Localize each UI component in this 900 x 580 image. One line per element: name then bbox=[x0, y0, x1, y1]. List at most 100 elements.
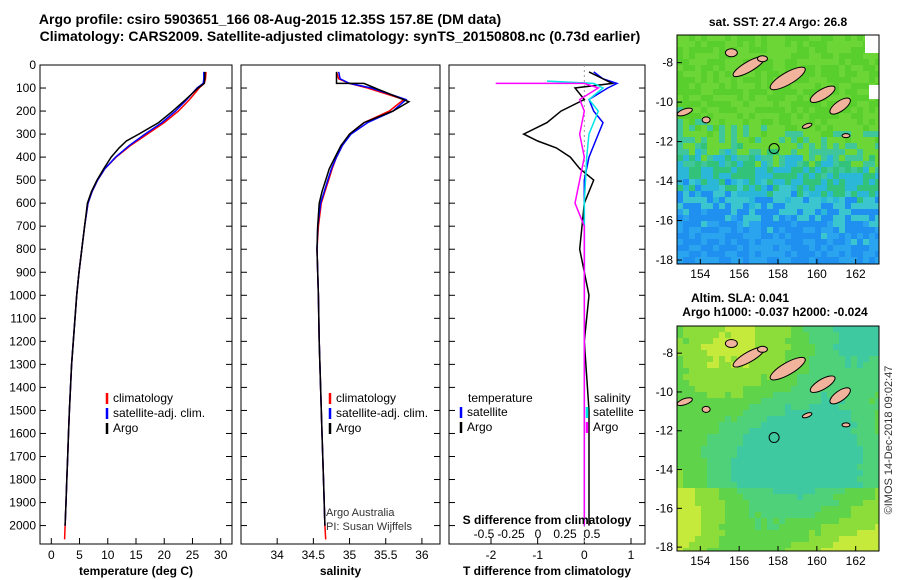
map-cell bbox=[779, 542, 785, 548]
map-cell bbox=[773, 125, 779, 131]
map-cell bbox=[827, 209, 833, 215]
map-cell bbox=[725, 65, 731, 71]
map-cell bbox=[689, 530, 695, 536]
map-cell bbox=[677, 131, 683, 137]
map-cell bbox=[779, 506, 785, 512]
map-cell bbox=[851, 131, 857, 137]
map-cell bbox=[839, 161, 845, 167]
y-tick-label: 2000 bbox=[9, 519, 36, 533]
map-cell bbox=[809, 458, 815, 464]
map-cell bbox=[695, 530, 701, 536]
map-cell bbox=[869, 458, 875, 464]
map-cell bbox=[725, 392, 731, 398]
map-cell bbox=[863, 233, 869, 239]
map-cell bbox=[731, 59, 737, 65]
map-cell bbox=[767, 338, 773, 344]
map-cell bbox=[815, 251, 821, 257]
map-cell bbox=[821, 458, 827, 464]
map-cell bbox=[875, 548, 879, 551]
map-cell bbox=[773, 143, 779, 149]
map-cell bbox=[857, 95, 863, 101]
map-cell bbox=[677, 374, 683, 380]
map-cell bbox=[785, 257, 791, 263]
map-cell bbox=[683, 41, 689, 47]
map-cell bbox=[767, 344, 773, 350]
map-cell bbox=[851, 215, 857, 221]
map-cell bbox=[869, 65, 875, 71]
map-cell bbox=[797, 470, 803, 476]
map-cell bbox=[845, 452, 851, 458]
map-cell bbox=[815, 326, 821, 332]
map-cell bbox=[857, 410, 863, 416]
map-cell bbox=[797, 83, 803, 89]
map-cell bbox=[773, 452, 779, 458]
map-cell bbox=[821, 362, 827, 368]
map-cell bbox=[677, 203, 683, 209]
map-cell bbox=[833, 422, 839, 428]
map-cell bbox=[767, 125, 773, 131]
map-cell bbox=[719, 41, 725, 47]
map-cell bbox=[737, 350, 743, 356]
map-cell bbox=[695, 362, 701, 368]
map-cell bbox=[815, 344, 821, 350]
map-cell bbox=[701, 512, 707, 518]
map-cell bbox=[821, 338, 827, 344]
map-cell bbox=[731, 83, 737, 89]
map-cell bbox=[731, 530, 737, 536]
map-cell bbox=[779, 149, 785, 155]
map-cell bbox=[857, 428, 863, 434]
map-cell bbox=[761, 107, 767, 113]
map-cell bbox=[809, 470, 815, 476]
map-cell bbox=[755, 125, 761, 131]
map-cell bbox=[689, 167, 695, 173]
map-cell bbox=[791, 185, 797, 191]
map-cell bbox=[701, 434, 707, 440]
map-cell bbox=[833, 239, 839, 245]
map-cell bbox=[839, 374, 845, 380]
map-cell bbox=[773, 500, 779, 506]
map-cell bbox=[719, 155, 725, 161]
map-cell bbox=[713, 464, 719, 470]
map-cell bbox=[737, 326, 743, 332]
map-cell bbox=[815, 197, 821, 203]
map-cell bbox=[845, 197, 851, 203]
map-cell bbox=[767, 518, 773, 524]
map-cell bbox=[833, 227, 839, 233]
map-cell bbox=[743, 518, 749, 524]
map-cell bbox=[683, 404, 689, 410]
map-cell bbox=[857, 89, 863, 95]
map-cell bbox=[689, 410, 695, 416]
map-cell bbox=[707, 203, 713, 209]
map-cell bbox=[695, 458, 701, 464]
map-cell bbox=[725, 113, 731, 119]
map-cell bbox=[821, 464, 827, 470]
map-cell bbox=[707, 404, 713, 410]
map-cell bbox=[791, 179, 797, 185]
map-cell bbox=[755, 524, 761, 530]
map-cell bbox=[683, 506, 689, 512]
map-cell bbox=[797, 410, 803, 416]
map-cell bbox=[875, 251, 879, 257]
map-cell bbox=[875, 506, 879, 512]
map-cell bbox=[683, 476, 689, 482]
map-cell bbox=[731, 506, 737, 512]
map-cell bbox=[839, 65, 845, 71]
map-cell bbox=[683, 524, 689, 530]
map-cell bbox=[707, 47, 713, 53]
map-cell bbox=[797, 47, 803, 53]
map-cell bbox=[755, 77, 761, 83]
map-cell bbox=[725, 203, 731, 209]
map-cell bbox=[785, 113, 791, 119]
map-cell bbox=[695, 95, 701, 101]
map-cell bbox=[719, 458, 725, 464]
map-cell bbox=[839, 344, 845, 350]
map-cell bbox=[725, 107, 731, 113]
map-cell bbox=[791, 47, 797, 53]
map-cell bbox=[743, 542, 749, 548]
map-cell bbox=[803, 239, 809, 245]
map-cell bbox=[707, 71, 713, 77]
map-cell bbox=[869, 59, 875, 65]
map-cell bbox=[695, 482, 701, 488]
plot-frame bbox=[448, 64, 646, 545]
map-cell bbox=[809, 428, 815, 434]
